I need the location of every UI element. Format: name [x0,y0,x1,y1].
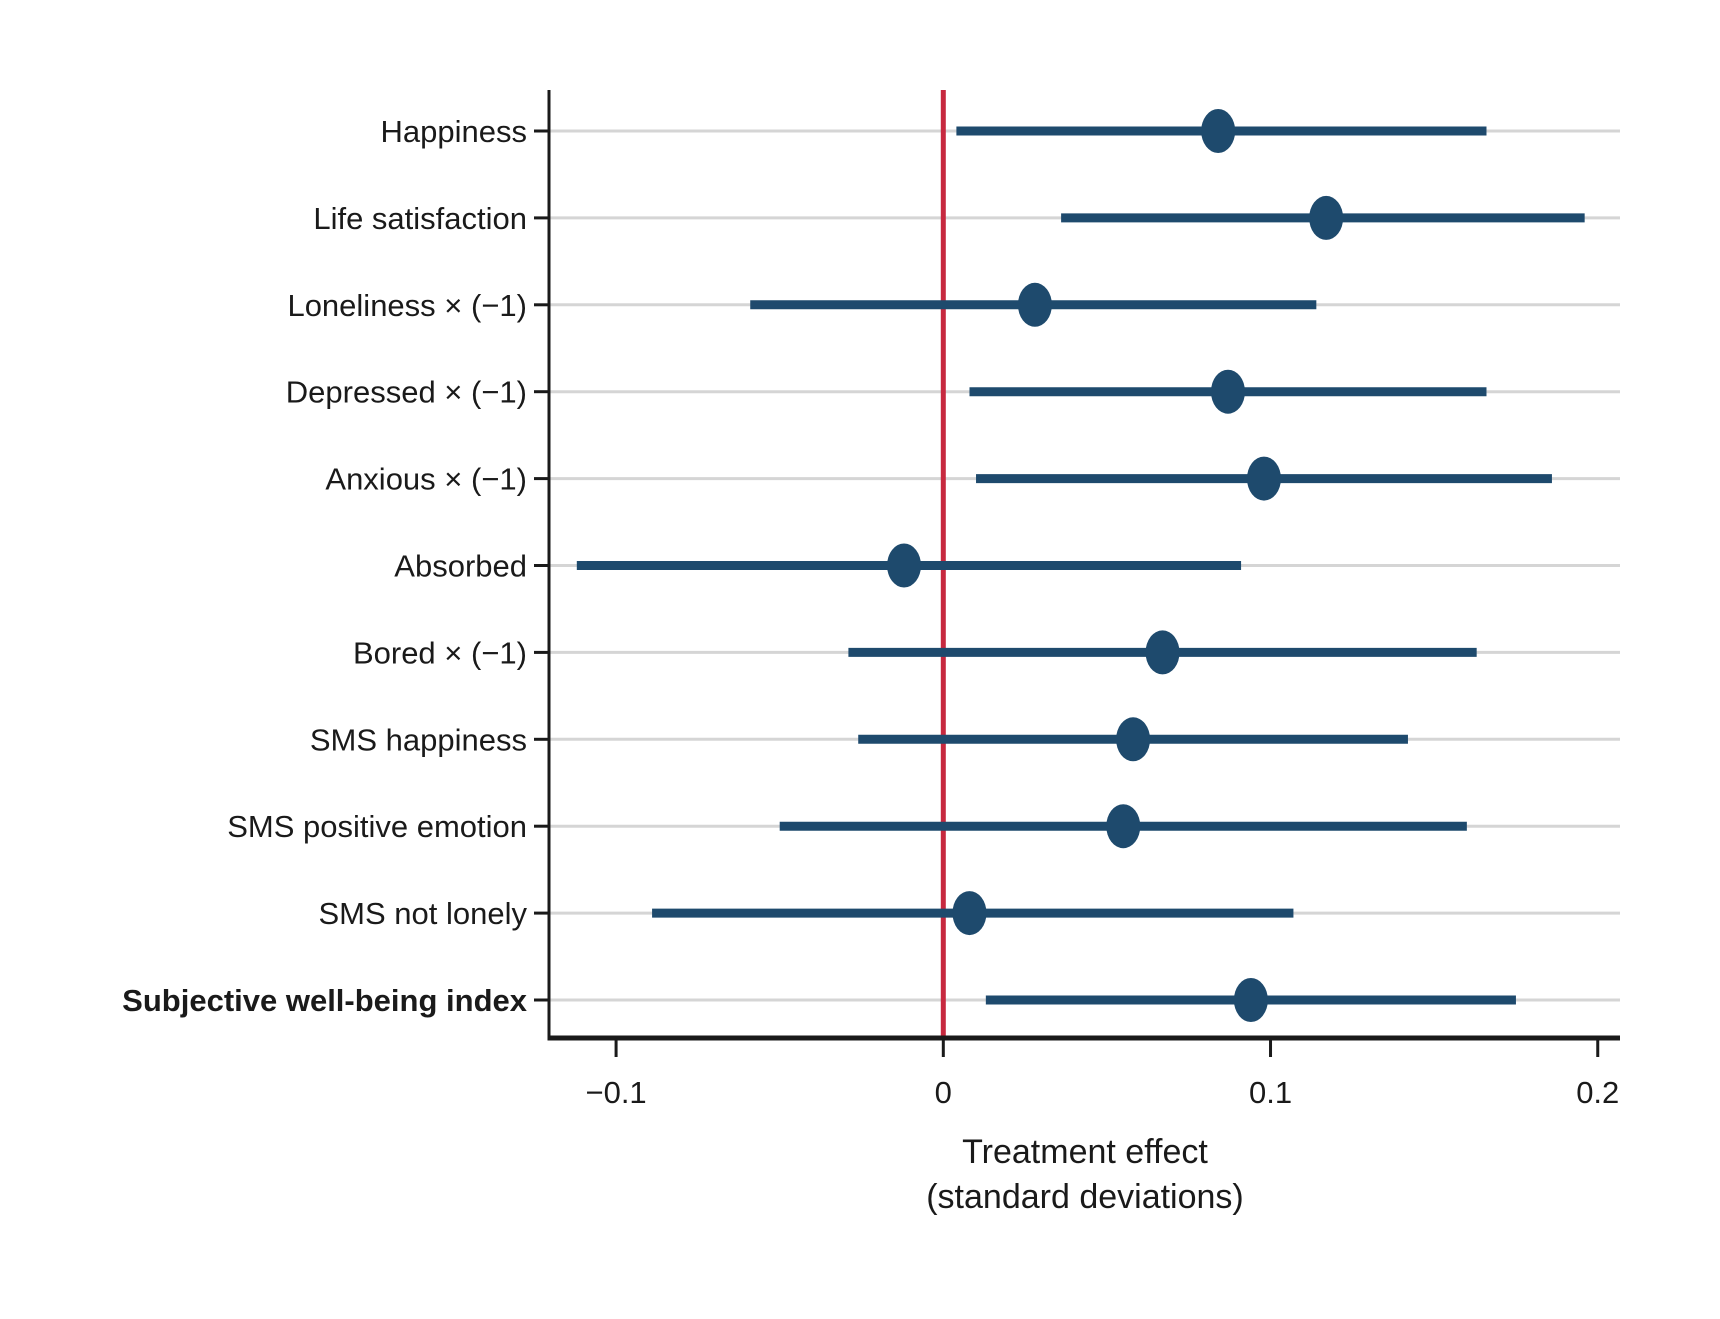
x-axis-title-line2: (standard deviations) [926,1178,1244,1216]
estimate-dot [887,543,922,588]
row-label: Anxious × (−1) [325,462,527,497]
label-layer: Happiness Life satisfaction Loneliness × (… [122,114,1619,1110]
data-layer [576,109,1585,1022]
row-label: SMS happiness [310,722,527,757]
estimate-dot [1309,195,1344,240]
estimate-dot [1106,804,1141,849]
row-label: Happiness [381,114,527,149]
estimate-dot [952,891,987,936]
estimate-dot [1246,456,1281,501]
estimate-dot [1233,978,1268,1022]
row-label: SMS positive emotion [227,809,527,844]
x-tick-label: 0.2 [1576,1075,1619,1110]
estimate-dot [1116,717,1151,762]
row-label: Bored × (−1) [353,635,527,670]
row-label: Subjective well-being index [122,983,528,1018]
estimate-dot [1210,369,1245,414]
estimate-dot [1201,109,1236,153]
axis-layer [534,90,1620,1057]
x-axis-title-line1: Treatment effect [962,1133,1208,1171]
row-label: Depressed × (−1) [286,375,527,410]
x-tick-label: −0.1 [585,1075,646,1110]
estimate-dot [1145,630,1180,675]
row-label: SMS not lonely [319,896,528,931]
row-label: Life satisfaction [313,201,527,236]
estimate-dot [1017,282,1052,327]
row-label: Loneliness × (−1) [287,288,527,323]
x-tick-label: 0 [935,1075,952,1110]
row-label: Absorbed [394,549,527,584]
x-tick-label: 0.1 [1249,1075,1292,1110]
